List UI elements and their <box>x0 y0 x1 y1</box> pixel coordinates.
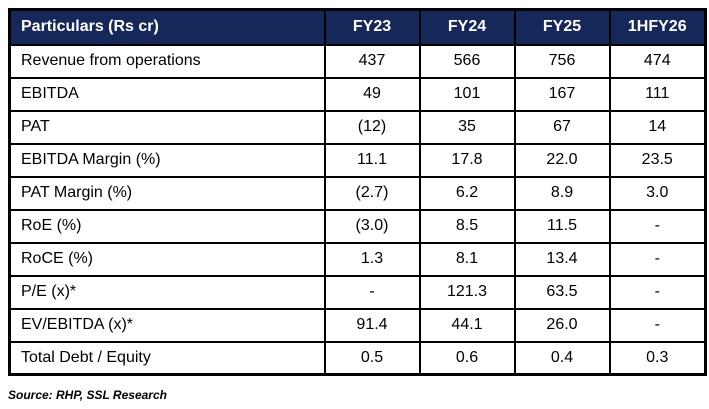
table-row: EBITDA 49 101 167 111 <box>8 76 707 112</box>
cell-value: 23.5 <box>608 142 707 178</box>
cell-value: 566 <box>418 43 516 79</box>
cell-value: 8.1 <box>418 241 516 277</box>
cell-value: 121.3 <box>418 274 516 310</box>
column-header-fy23: FY23 <box>323 8 421 46</box>
cell-value: (3.0) <box>323 208 421 244</box>
table-row: RoCE (%) 1.3 8.1 13.4 - <box>8 241 707 277</box>
table-row: RoE (%) (3.0) 8.5 11.5 - <box>8 208 707 244</box>
cell-value: 111 <box>608 76 707 112</box>
row-label: PAT Margin (%) <box>8 175 326 211</box>
cell-value: 91.4 <box>323 307 421 343</box>
cell-value: 13.4 <box>513 241 611 277</box>
cell-value: 26.0 <box>513 307 611 343</box>
row-label: EBITDA Margin (%) <box>8 142 326 178</box>
cell-value: - <box>608 274 707 310</box>
cell-value: 22.0 <box>513 142 611 178</box>
cell-value: 1.3 <box>323 241 421 277</box>
row-label: EV/EBITDA (x)* <box>8 307 326 343</box>
cell-value: 0.3 <box>608 340 707 376</box>
table-header: Particulars (Rs cr) FY23 FY24 FY25 1HFY2… <box>8 8 707 46</box>
column-header-particulars: Particulars (Rs cr) <box>8 8 326 46</box>
row-label: RoCE (%) <box>8 241 326 277</box>
cell-value: 11.5 <box>513 208 611 244</box>
table-row: Revenue from operations 437 566 756 474 <box>8 43 707 79</box>
cell-value: - <box>608 241 707 277</box>
column-header-1hfy26: 1HFY26 <box>608 8 707 46</box>
cell-value: - <box>608 307 707 343</box>
cell-value: 8.5 <box>418 208 516 244</box>
cell-value: 3.0 <box>608 175 707 211</box>
table-body: Revenue from operations 437 566 756 474 … <box>8 43 707 376</box>
cell-value: 756 <box>513 43 611 79</box>
row-label: Total Debt / Equity <box>8 340 326 376</box>
row-label: RoE (%) <box>8 208 326 244</box>
table-row: PAT Margin (%) (2.7) 6.2 8.9 3.0 <box>8 175 707 211</box>
table-row: EV/EBITDA (x)* 91.4 44.1 26.0 - <box>8 307 707 343</box>
financials-table: Particulars (Rs cr) FY23 FY24 FY25 1HFY2… <box>8 8 707 376</box>
cell-value: 44.1 <box>418 307 516 343</box>
row-label: Revenue from operations <box>8 43 326 79</box>
cell-value: (12) <box>323 109 421 145</box>
cell-value: 17.8 <box>418 142 516 178</box>
table-row: EBITDA Margin (%) 11.1 17.8 22.0 23.5 <box>8 142 707 178</box>
cell-value: 14 <box>608 109 707 145</box>
column-header-fy25: FY25 <box>513 8 611 46</box>
row-label: PAT <box>8 109 326 145</box>
table-header-row: Particulars (Rs cr) FY23 FY24 FY25 1HFY2… <box>8 8 707 46</box>
row-label: EBITDA <box>8 76 326 112</box>
cell-value: 35 <box>418 109 516 145</box>
cell-value: 8.9 <box>513 175 611 211</box>
cell-value: 11.1 <box>323 142 421 178</box>
cell-value: 0.4 <box>513 340 611 376</box>
cell-value: 437 <box>323 43 421 79</box>
cell-value: 49 <box>323 76 421 112</box>
table-row: Total Debt / Equity 0.5 0.6 0.4 0.3 <box>8 340 707 376</box>
cell-value: 101 <box>418 76 516 112</box>
cell-value: 167 <box>513 76 611 112</box>
cell-value: 67 <box>513 109 611 145</box>
column-header-fy24: FY24 <box>418 8 516 46</box>
table-row: PAT (12) 35 67 14 <box>8 109 707 145</box>
cell-value: 0.6 <box>418 340 516 376</box>
table-row: P/E (x)* - 121.3 63.5 - <box>8 274 707 310</box>
cell-value: 474 <box>608 43 707 79</box>
cell-value: 63.5 <box>513 274 611 310</box>
row-label: P/E (x)* <box>8 274 326 310</box>
cell-value: (2.7) <box>323 175 421 211</box>
cell-value: 6.2 <box>418 175 516 211</box>
cell-value: - <box>323 274 421 310</box>
cell-value: - <box>608 208 707 244</box>
cell-value: 0.5 <box>323 340 421 376</box>
source-note: Source: RHP, SSL Research <box>8 388 167 402</box>
